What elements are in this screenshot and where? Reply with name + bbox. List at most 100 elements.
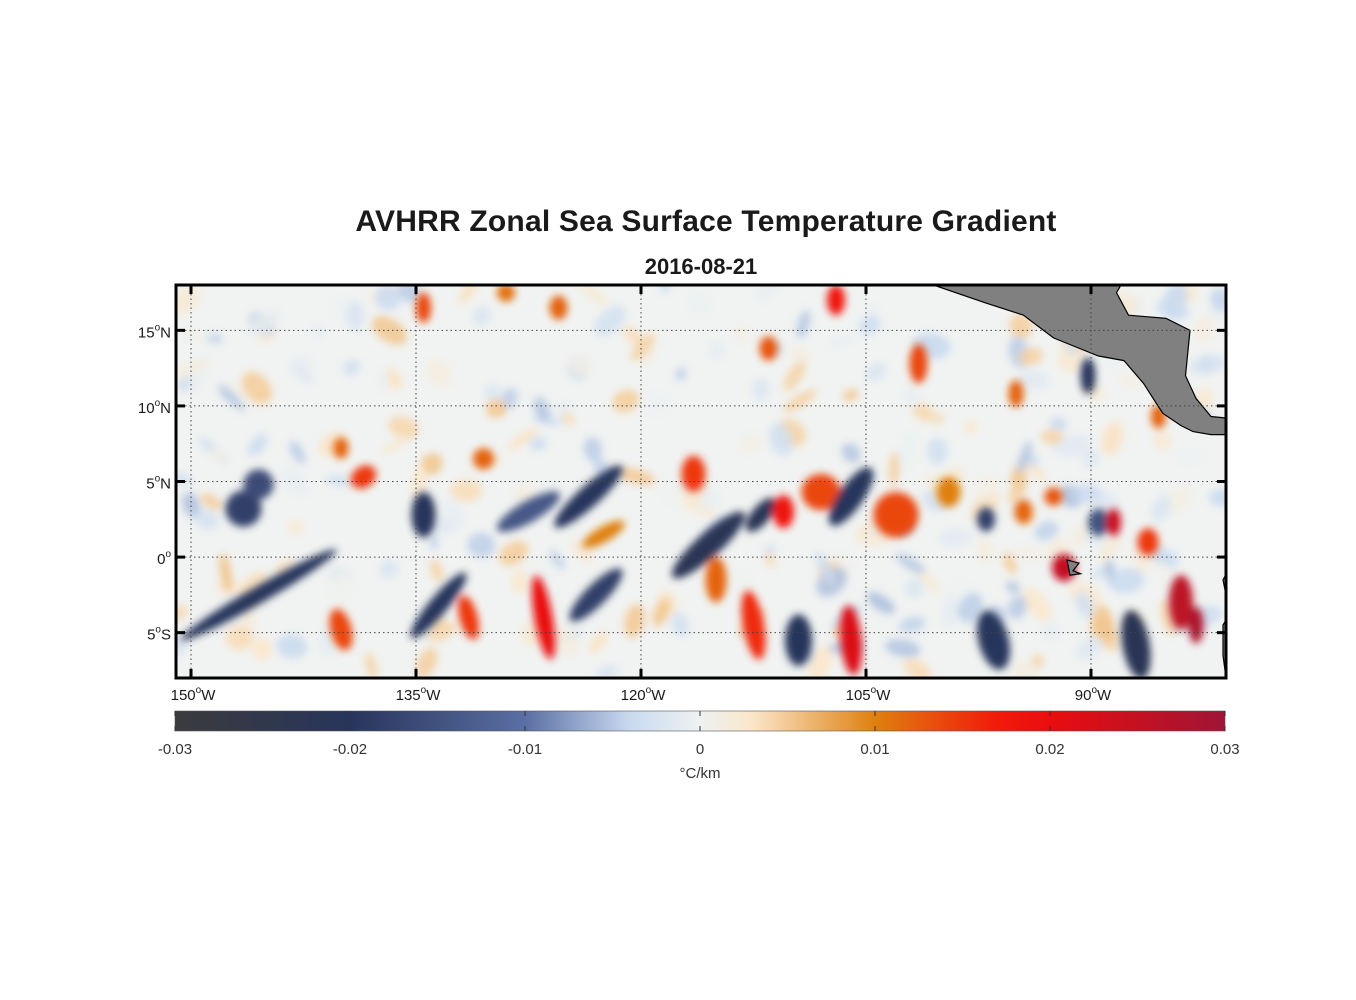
- map-frame: [174, 283, 1228, 680]
- texture-blob: [247, 309, 282, 337]
- texture-blob: [194, 509, 219, 530]
- x-tick-labels: 150oW 135oW 120oW 105oW 90oW: [171, 685, 1112, 704]
- texture-blob: [1022, 587, 1052, 622]
- texture-blob: [730, 570, 752, 591]
- texture-blob: [974, 475, 1000, 498]
- texture-blob: [1153, 431, 1172, 451]
- gradient-feature: [741, 590, 766, 660]
- gradient-feature: [473, 448, 494, 470]
- colorbar: -0.03 -0.02 -0.01 0 0.01 0.02 0.03 °C/km: [158, 710, 1240, 782]
- texture-blob: [379, 368, 389, 392]
- texture-blob: [1018, 347, 1043, 366]
- texture-blob: [289, 440, 306, 465]
- texture-blob: [1031, 654, 1045, 669]
- texture-blob: [826, 335, 854, 348]
- texture-blob: [927, 438, 948, 464]
- colorbar-tick-label: -0.01: [508, 741, 542, 758]
- texture-blob: [467, 532, 496, 558]
- gradient-feature: [977, 610, 1010, 670]
- texture-blob: [1101, 421, 1124, 456]
- texture-blob: [687, 291, 713, 316]
- texture-blob: [484, 383, 503, 402]
- texture-blob: [788, 347, 812, 362]
- texture-blob: [458, 285, 480, 304]
- texture-blob: [472, 306, 491, 327]
- colorbar-tick-label: -0.02: [333, 741, 367, 758]
- texture-blob: [733, 325, 750, 344]
- texture-blob: [957, 592, 983, 623]
- gradient-feature: [1106, 508, 1121, 536]
- texture-blob: [1011, 661, 1038, 678]
- gradient-feature: [785, 614, 812, 666]
- texture-blob: [866, 592, 896, 614]
- texture-blob: [200, 493, 223, 511]
- gradient-feature: [873, 492, 919, 538]
- texture-blob: [226, 625, 254, 651]
- texture-blob: [1017, 441, 1032, 473]
- texture-blob: [426, 359, 453, 386]
- texture-blob: [388, 416, 420, 439]
- gradient-feature: [745, 497, 777, 532]
- texture-blob: [382, 438, 407, 454]
- gradient-features: [180, 285, 1204, 678]
- gradient-feature: [496, 491, 561, 532]
- gradient-feature: [243, 469, 274, 500]
- y-tick-label: 5oS: [147, 625, 171, 644]
- texture-blob: [1034, 520, 1059, 541]
- gradient-feature: [350, 465, 377, 489]
- texture-blob: [1017, 369, 1050, 391]
- texture-blob: [815, 552, 836, 586]
- texture-blob: [1075, 636, 1104, 660]
- texture-blob: [1002, 552, 1017, 575]
- gradient-feature: [411, 492, 436, 538]
- texture-blob: [933, 412, 944, 425]
- texture-blob: [1073, 483, 1103, 504]
- gradient-feature: [1080, 357, 1096, 394]
- texture-blob: [671, 612, 690, 637]
- texture-blob: [630, 333, 656, 361]
- y-tick-label: 5oN: [146, 474, 171, 493]
- texture-blob: [912, 403, 935, 422]
- y-tick-labels: 15oN 10oN 5oN 0o 5oS: [138, 322, 172, 643]
- gradient-feature: [1137, 528, 1159, 556]
- texture-blob: [289, 520, 303, 535]
- texture-blob: [429, 535, 439, 551]
- gradient-feature: [828, 467, 874, 526]
- texture-blob: [902, 387, 922, 406]
- texture-blob: [281, 468, 308, 496]
- texture-blob: [342, 359, 360, 376]
- texture-blob: [371, 316, 408, 345]
- texture-blob: [498, 540, 529, 566]
- texture-blob: [311, 324, 325, 338]
- texture-blob: [1075, 591, 1094, 618]
- texture-blob: [647, 392, 669, 415]
- texture-blob: [663, 477, 683, 506]
- texture-blob: [942, 594, 958, 629]
- texture-blob: [904, 578, 925, 598]
- texture-blob: [1081, 449, 1100, 469]
- texture-blob: [1040, 429, 1064, 445]
- texture-blob: [589, 630, 608, 653]
- gradient-feature: [497, 285, 515, 302]
- texture-blob: [1174, 451, 1205, 465]
- texture-blob: [533, 396, 551, 422]
- texture-blob: [241, 371, 272, 405]
- colorbar-ticks: -0.03 -0.02 -0.01 0 0.01 0.02 0.03: [158, 711, 1240, 758]
- texture-blob: [595, 665, 619, 678]
- texture-blob: [899, 430, 917, 471]
- gradient-feature: [936, 477, 961, 508]
- gradient-feature: [671, 511, 746, 579]
- texture-blob: [251, 638, 272, 661]
- texture-blob: [529, 437, 547, 451]
- texture-blob: [346, 300, 365, 331]
- gradient-feature: [531, 575, 556, 660]
- texture-blob: [485, 398, 507, 419]
- texture-blob: [1009, 313, 1033, 340]
- land-galapagos: [1066, 559, 1083, 576]
- texture-blob: [1050, 417, 1067, 431]
- texture-blob: [427, 621, 457, 642]
- texture-blob: [178, 359, 212, 375]
- x-tick-label: 135oW: [396, 685, 442, 704]
- texture-blob: [578, 285, 609, 306]
